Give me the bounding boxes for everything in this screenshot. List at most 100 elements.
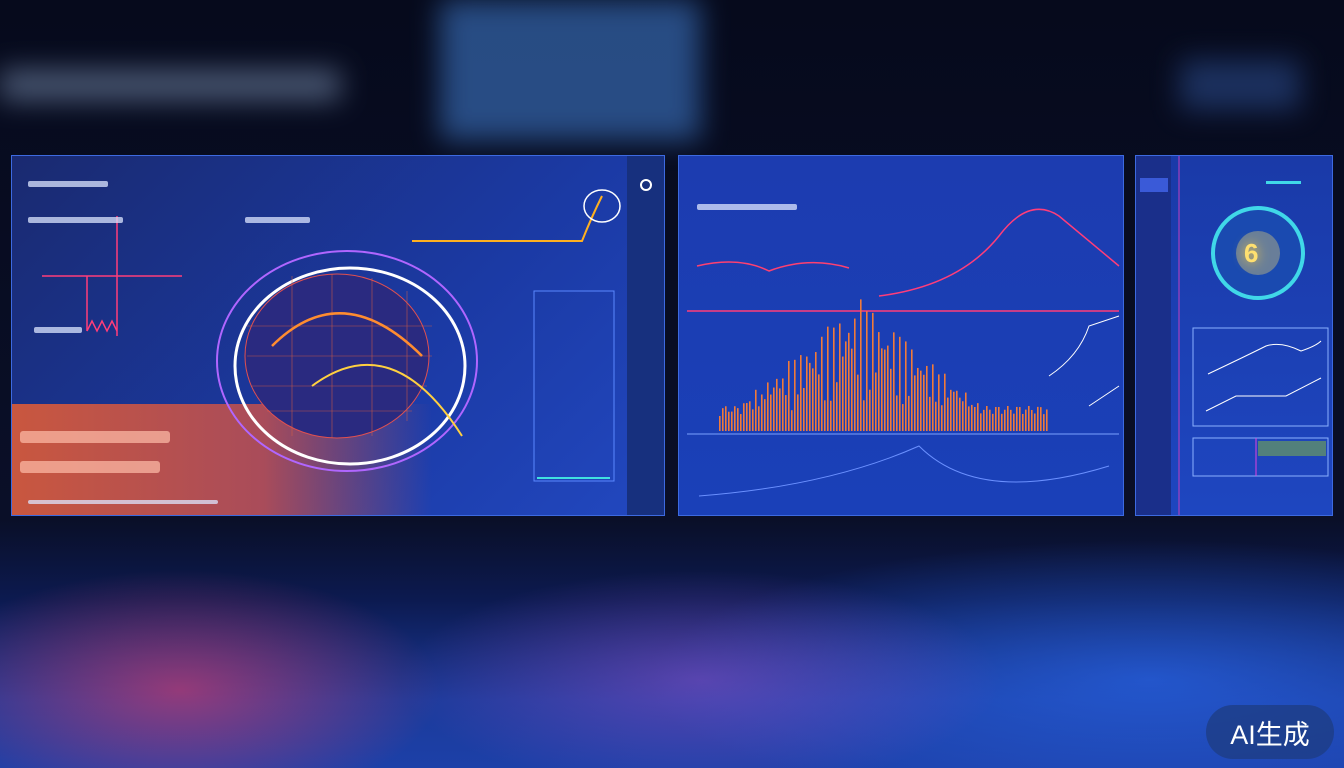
decorative-bar [788,360,790,431]
bar-chart [687,208,1120,497]
decorative-bar [734,406,736,431]
decorative-bar [1028,406,1030,431]
decorative-bar [1016,406,1018,431]
decorative-bar [944,373,946,431]
decorative-bar [767,382,769,431]
decorative-bar [923,374,925,431]
decorative-bar [797,394,799,431]
decorative-bar [860,299,862,431]
decorative-bar [1037,406,1039,431]
decorative-bar [794,359,796,431]
decorative-bar [743,403,745,431]
decorative-bar [1019,407,1021,431]
decorative-bar [995,407,997,431]
decorative-bar [764,399,766,431]
decorative-bar [1007,406,1009,431]
decorative-bar [806,356,808,431]
chart-label [28,217,123,223]
decorative-bar [746,403,748,431]
decorative-bar [809,362,811,431]
dashboard-panel-right: 6 [1135,155,1333,516]
headline-line [20,461,160,473]
decorative-bar [836,382,838,431]
gauge-value: 6 [1244,238,1259,268]
headline-line [20,431,170,443]
decorative-bar [911,349,913,431]
decorative-bar [827,326,829,431]
panel-title [697,204,797,210]
decorative-bar [992,413,994,431]
decorative-bar [941,405,943,431]
decorative-bar [761,394,763,431]
decorative-bar [791,410,793,431]
decorative-bar [989,409,991,431]
decorative-bar [977,403,979,431]
decorative-bar [857,374,859,431]
decorative-bar [821,336,823,431]
decorative-bar [770,394,772,431]
decorative-bar [728,411,730,431]
decorative-bar [974,406,976,431]
decorative-bar [854,318,856,431]
dashboard-panel-center [678,155,1124,516]
decorative-bar [782,378,784,431]
decorative-bar [971,404,973,431]
decorative-bar [899,336,901,431]
decorative-bar [737,408,739,431]
decorative-bar [1025,409,1027,431]
decorative-bar [1031,409,1033,431]
decorative-bar [848,332,850,431]
chart-label [245,217,310,223]
decorative-bar [839,323,841,431]
decorative-bar [893,332,895,431]
decorative-bar [758,406,760,431]
decorative-bar [947,397,949,431]
caption [28,500,218,504]
decorative-bar [902,404,904,431]
decorative-bar [830,400,832,431]
decorative-bar [842,356,844,431]
decorative-bar [833,327,835,431]
decorative-bar [950,389,952,431]
decorative-bar [719,416,721,431]
decorative-bar [896,395,898,431]
gauge-and-charts [1136,156,1329,515]
decorative-bar [815,352,817,431]
decorative-bar [818,374,820,431]
decorative-bar [1013,413,1015,431]
decorative-bar [1004,409,1006,431]
decorative-bar [773,387,775,431]
decorative-bar [935,401,937,431]
decorative-bar [986,406,988,431]
decorative-bar [887,345,889,431]
decorative-bar [1001,413,1003,431]
dashboard-panel-left [11,155,665,516]
decorative-bar [800,355,802,431]
chart-label [34,327,82,333]
decorative-bar [929,396,931,431]
decorative-bar [938,374,940,431]
decorative-bar [917,367,919,431]
globe-visual [42,156,664,515]
decorative-bar [872,312,874,431]
panel-title [28,181,108,187]
decorative-bar [890,368,892,431]
decorative-bar [953,391,955,431]
decorative-bar [725,406,727,431]
decorative-bar [980,413,982,431]
decorative-bar [875,372,877,431]
decorative-bar [776,378,778,431]
decorative-bar [869,389,871,431]
decorative-bar [803,388,805,431]
decorative-bar [908,395,910,431]
decorative-bar [914,375,916,431]
ai-generated-watermark: AI生成 [1206,705,1334,759]
decorative-bar [905,341,907,431]
decorative-bar [749,401,751,431]
decorative-bar [845,341,847,431]
decorative-bar [932,364,934,431]
decorative-bar [785,395,787,431]
decorative-bar [752,409,754,431]
decorative-bar [956,390,958,431]
decorative-bar [1046,409,1048,431]
